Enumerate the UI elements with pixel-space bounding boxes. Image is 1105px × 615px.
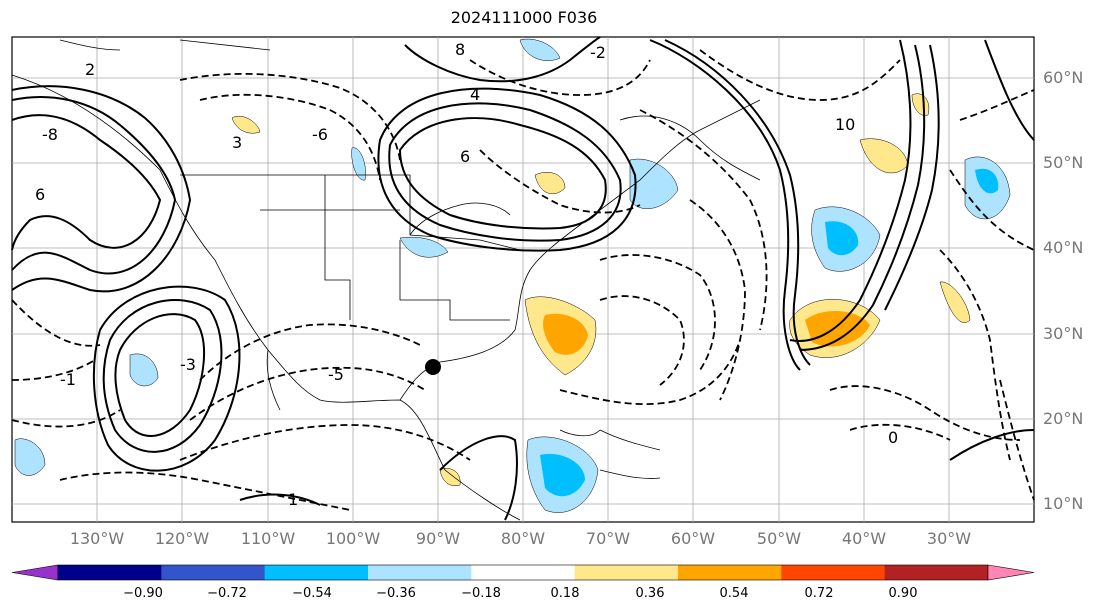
lon-label: 80°W xyxy=(500,529,546,548)
contour-labels: 8 6 4 2 -2 -6 -8 -3 0 -1 -5 1 3 10 6 xyxy=(35,40,898,509)
colorbar-tick-label: −0.18 xyxy=(461,586,501,601)
lat-label: 30°N xyxy=(1043,324,1084,343)
lon-label: 110°W xyxy=(240,529,296,548)
colorbar-segment xyxy=(264,565,369,580)
colorbar-tick-label: −0.36 xyxy=(376,586,416,601)
colorbar-segment xyxy=(884,565,989,580)
colorbar xyxy=(11,564,1035,581)
colorbar-tick-label: 0.54 xyxy=(719,586,749,601)
map-title: 2024111000 F036 xyxy=(450,8,598,27)
lon-label: 70°W xyxy=(585,529,631,548)
colorbar-segment xyxy=(368,565,472,580)
lat-label: 50°N xyxy=(1043,153,1084,172)
contour-label: 2 xyxy=(85,60,95,79)
contour-label: -2 xyxy=(590,43,606,62)
contour-label: 3 xyxy=(232,133,242,152)
lon-label: 100°W xyxy=(325,529,381,548)
lon-label: 30°W xyxy=(926,529,972,548)
colorbar-extend-low xyxy=(11,564,59,581)
lon-label: 130°W xyxy=(69,529,125,548)
contour-label: 8 xyxy=(455,40,465,59)
lon-label: 50°W xyxy=(756,529,802,548)
coastlines xyxy=(11,39,761,521)
shaded-regions xyxy=(14,38,1011,513)
contour-label: 4 xyxy=(470,85,480,104)
colorbar-tick-label: 0.36 xyxy=(635,586,665,601)
colorbar-tick-label: −0.90 xyxy=(123,586,163,601)
contour-label: 6 xyxy=(35,185,45,204)
lat-label: 10°N xyxy=(1043,494,1084,513)
contour-label: -1 xyxy=(60,370,76,389)
colorbar-segment xyxy=(161,565,266,580)
colorbar-segment xyxy=(58,565,162,580)
lat-label: 40°N xyxy=(1043,238,1084,257)
colorbar-tick-label: −0.72 xyxy=(207,586,247,601)
contour-label: -8 xyxy=(42,125,58,144)
solid-contours xyxy=(11,36,1035,521)
contour-label: 1 xyxy=(288,490,298,509)
lat-label: 20°N xyxy=(1043,409,1084,428)
colorbar-segment xyxy=(678,565,782,580)
colorbar-segment xyxy=(574,565,679,580)
contour-label: -3 xyxy=(180,355,196,374)
graticule xyxy=(12,37,1034,522)
contour-label: -5 xyxy=(328,365,344,384)
lon-label: 60°W xyxy=(670,529,716,548)
storm-marker-icon xyxy=(425,359,441,375)
colorbar-segment xyxy=(781,565,886,580)
contour-label: -6 xyxy=(312,125,328,144)
contour-label: 10 xyxy=(835,115,855,134)
colorbar-tick-label: 0.72 xyxy=(804,586,834,601)
colorbar-tick-label: 0.18 xyxy=(550,586,580,601)
colorbar-tick-label: −0.54 xyxy=(292,586,332,601)
colorbar-tick-label: 0.90 xyxy=(888,586,918,601)
colorbar-extend-high xyxy=(987,564,1035,581)
lat-label: 60°N xyxy=(1043,68,1084,87)
lon-label: 120°W xyxy=(154,529,210,548)
dashed-contours xyxy=(11,49,1035,511)
lon-label: 90°W xyxy=(415,529,461,548)
lon-label: 40°W xyxy=(841,529,887,548)
contour-label: 0 xyxy=(888,428,898,447)
colorbar-segment xyxy=(471,565,576,580)
contour-label: 6 xyxy=(460,147,470,166)
